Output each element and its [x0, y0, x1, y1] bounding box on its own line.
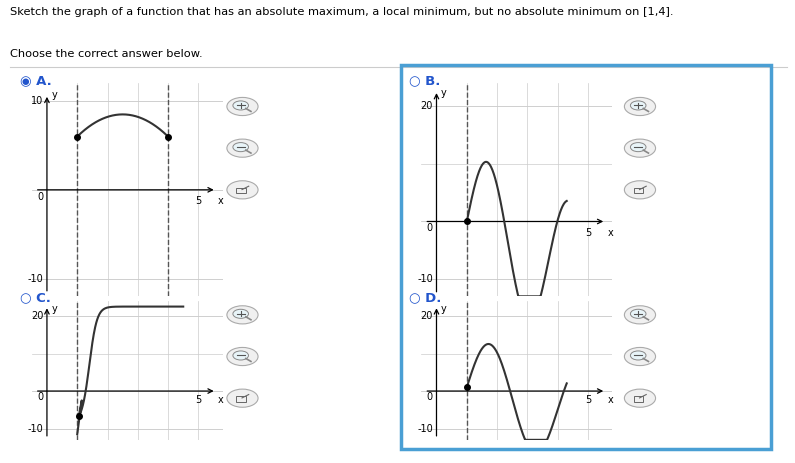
Text: -10: -10 [417, 274, 432, 284]
Text: ○ B.: ○ B. [409, 74, 440, 87]
Text: 0: 0 [427, 224, 432, 233]
Text: x: x [218, 196, 224, 206]
Text: 20: 20 [31, 311, 43, 321]
Text: 0: 0 [427, 392, 432, 402]
Text: 20: 20 [421, 101, 432, 112]
Text: -10: -10 [28, 274, 43, 283]
Text: y: y [52, 90, 57, 100]
Text: 0: 0 [37, 192, 43, 202]
Text: x: x [607, 228, 614, 238]
Text: Choose the correct answer below.: Choose the correct answer below. [10, 49, 202, 59]
Text: y: y [441, 304, 447, 314]
Text: Sketch the graph of a function that has an absolute maximum, a local minimum, bu: Sketch the graph of a function that has … [10, 7, 673, 17]
Text: y: y [441, 88, 447, 98]
Text: ○ D.: ○ D. [409, 292, 442, 305]
Text: x: x [218, 395, 224, 405]
Text: 5: 5 [585, 395, 591, 405]
Text: 5: 5 [196, 196, 201, 206]
Text: ◉ A.: ◉ A. [20, 74, 52, 87]
Text: -10: -10 [28, 424, 43, 433]
Text: x: x [607, 395, 614, 405]
Text: 20: 20 [421, 311, 432, 321]
Text: -10: -10 [417, 424, 432, 433]
Text: y: y [52, 304, 57, 314]
Text: 10: 10 [31, 96, 43, 106]
Text: 5: 5 [585, 228, 591, 238]
Text: ○ C.: ○ C. [20, 292, 51, 305]
Text: 5: 5 [196, 395, 201, 405]
Text: 0: 0 [37, 392, 43, 402]
